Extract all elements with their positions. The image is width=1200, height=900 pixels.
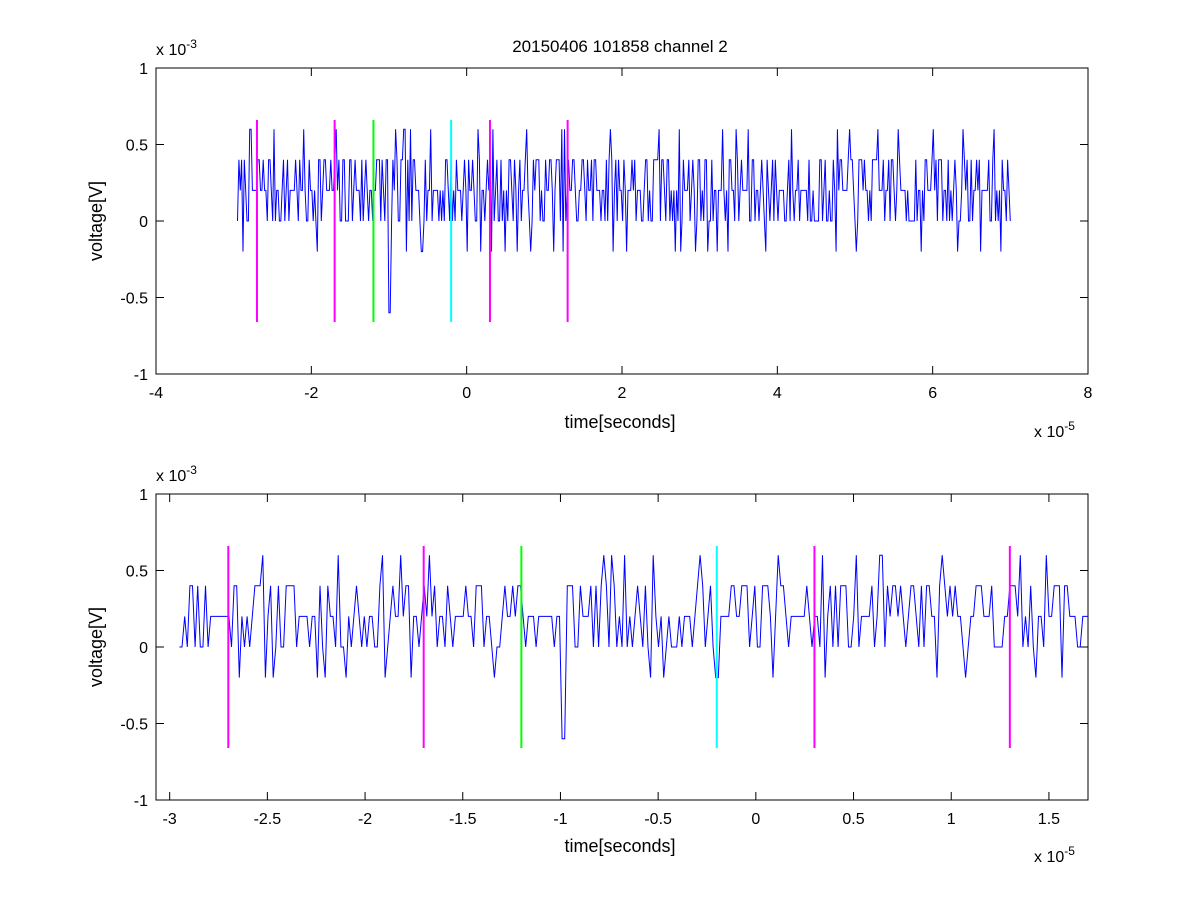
x-exponent-label: x 10-5 [1034, 419, 1075, 441]
top-axes: 20150406 101858 channel 2 -4 -2 0 2 4 6 8 1 0.5… [86, 37, 1093, 441]
x-tick-label: -2.5 [254, 811, 282, 828]
x-tick-label: 1.5 [1038, 811, 1060, 828]
x-tick-label: -1 [553, 811, 567, 828]
tick-marks [156, 493, 1088, 801]
x-tick-label: 0 [751, 811, 760, 828]
x-tick-label: -0.5 [644, 811, 672, 828]
x-tick-label: 0 [462, 385, 471, 402]
chart-title: 20150406 101858 channel 2 [512, 37, 728, 56]
x-tick-label: -1.5 [449, 811, 477, 828]
x-tick-label: -3 [163, 811, 177, 828]
y-tick-label: 1 [139, 487, 148, 504]
y-axis-label: voltage[V] [86, 181, 106, 261]
x-tick-label: -4 [149, 385, 163, 402]
y-exponent-label: x 10-3 [156, 463, 197, 485]
x-tick-labels: -3 -2.5 -2 -1.5 -1 -0.5 0 0.5 1 1.5 [163, 811, 1061, 828]
x-exponent-label: x 10-5 [1034, 844, 1075, 866]
y-tick-label: 1 [139, 61, 148, 78]
y-tick-label: 0 [139, 640, 148, 657]
voltage-trace [179, 554, 1088, 740]
y-tick-label: -0.5 [120, 291, 148, 308]
x-tick-label: 0.5 [842, 811, 864, 828]
x-tick-label: -2 [358, 811, 372, 828]
bottom-axes: -3 -2.5 -2 -1.5 -1 -0.5 0 0.5 1 1.5 1 0.5 0 -0.5 -1 t… [86, 463, 1089, 866]
voltage-trace-line [237, 128, 1011, 314]
event-markers [227, 546, 1011, 748]
y-tick-label: 0.5 [126, 564, 148, 581]
tick-marks [155, 67, 1089, 375]
voltage-trace [237, 128, 1011, 314]
y-tick-label: 0.5 [126, 138, 148, 155]
event-markers [255, 120, 569, 322]
y-tick-labels: 1 0.5 0 -0.5 -1 [120, 487, 148, 810]
x-tick-labels: -4 -2 0 2 4 6 8 [149, 385, 1093, 402]
y-tick-labels: 1 0.5 0 -0.5 -1 [120, 61, 148, 384]
y-tick-label: 0 [139, 214, 148, 231]
x-tick-label: 2 [618, 385, 627, 402]
x-tick-label: -2 [304, 385, 318, 402]
y-exponent-label: x 10-3 [156, 37, 197, 59]
x-tick-label: 8 [1084, 385, 1093, 402]
x-tick-label: 6 [928, 385, 937, 402]
plot-area [155, 67, 1089, 375]
x-axis-label: time[seconds] [564, 412, 675, 432]
y-axis-label: voltage[V] [86, 607, 106, 687]
voltage-trace-line [179, 554, 1088, 740]
y-tick-label: -0.5 [120, 717, 148, 734]
x-tick-label: 1 [947, 811, 956, 828]
x-tick-label: 4 [773, 385, 782, 402]
y-tick-label: -1 [134, 793, 148, 810]
x-axis-label: time[seconds] [564, 836, 675, 856]
y-tick-label: -1 [134, 367, 148, 384]
